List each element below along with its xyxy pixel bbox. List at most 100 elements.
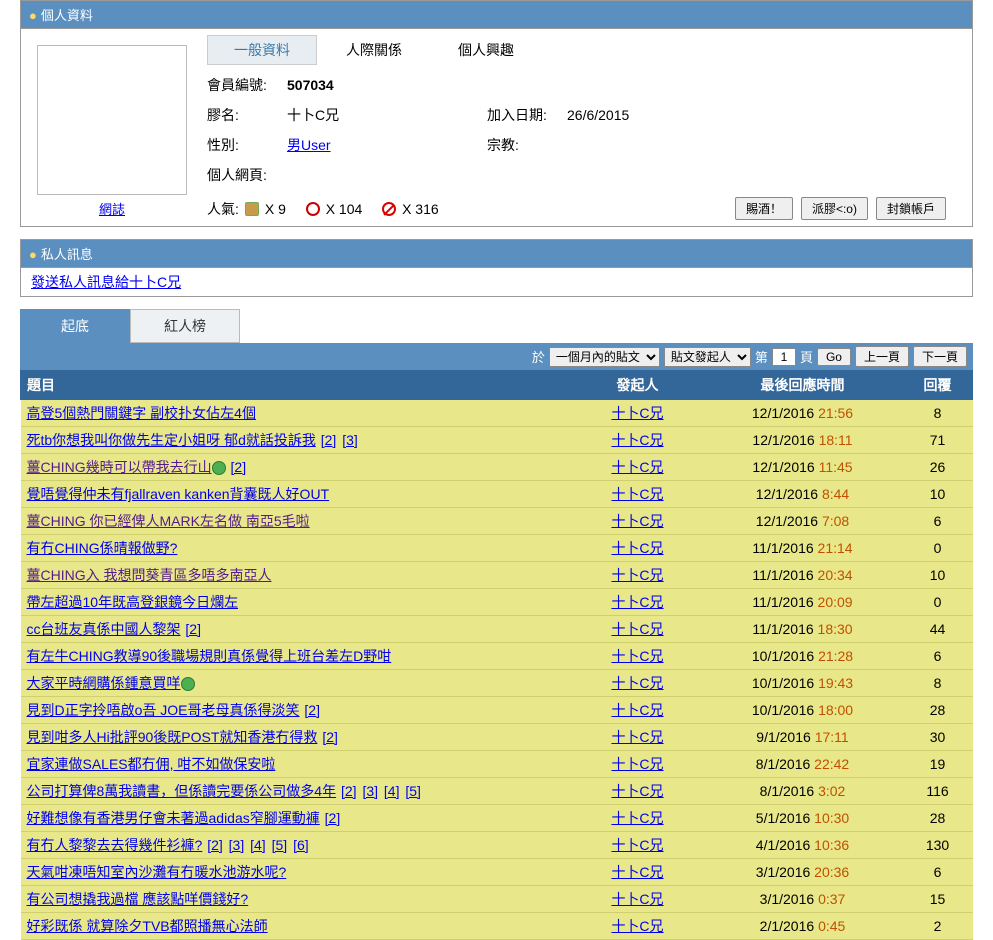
post-user-link[interactable]: 十卜C兄 <box>611 459 663 475</box>
next-button[interactable]: 下一頁 <box>913 346 967 367</box>
thumb-count: X 9 <box>265 201 286 217</box>
post-title-link[interactable]: 有左牛CHING教導90後職場規則真係覺得上班台差左D野咁 <box>27 648 392 664</box>
post-time: 9/1/2016 17:11 <box>703 724 903 751</box>
joindate: 26/6/2015 <box>567 107 767 123</box>
post-replies: 6 <box>903 643 973 670</box>
page-link[interactable]: [2] <box>231 459 247 475</box>
post-user-link[interactable]: 十卜C兄 <box>611 405 663 421</box>
post-replies: 8 <box>903 400 973 427</box>
page-link[interactable]: [3] <box>342 432 358 448</box>
table-row: 有左牛CHING教導90後職場規則真係覺得上班台差左D野咁十卜C兄10/1/20… <box>21 643 973 670</box>
blog-link[interactable]: 網誌 <box>99 202 125 217</box>
table-row: 死tb你想我叫你做先生定小姐呀 郁d就話投訴我 [2] [3]十卜C兄12/1/… <box>21 427 973 454</box>
tab-dig[interactable]: 起底 <box>20 309 130 343</box>
post-user-link[interactable]: 十卜C兄 <box>611 432 663 448</box>
post-user-link[interactable]: 十卜C兄 <box>611 675 663 691</box>
post-user-link[interactable]: 十卜C兄 <box>611 729 663 745</box>
block-button[interactable]: 封鎖帳戶 <box>876 197 946 220</box>
post-title-link[interactable]: cc台班友真係中國人黎架 <box>27 621 181 637</box>
tab-hotlist[interactable]: 紅人榜 <box>130 309 240 343</box>
post-title-link[interactable]: 帶左超過10年既高登銀鏡今日爛左 <box>27 594 239 610</box>
page-link[interactable]: [3] <box>362 783 378 799</box>
post-user-link[interactable]: 十卜C兄 <box>611 918 663 934</box>
gender-link[interactable]: 男User <box>287 137 331 153</box>
glue-button[interactable]: 派膠<:o) <box>801 197 868 220</box>
post-replies: 44 <box>903 616 973 643</box>
post-title-link[interactable]: 好彩既係 就算除夕TVB都照播無心法師 <box>27 918 268 934</box>
post-user-link[interactable]: 十卜C兄 <box>611 702 663 718</box>
post-user-link[interactable]: 十卜C兄 <box>611 648 663 664</box>
post-user-link[interactable]: 十卜C兄 <box>611 891 663 907</box>
post-title-link[interactable]: 公司打算俾8萬我讀書，但係讀完要係公司做多4年 <box>27 783 337 799</box>
post-time: 11/1/2016 18:30 <box>703 616 903 643</box>
page-link[interactable]: [2] <box>207 837 223 853</box>
gift-button[interactable]: 賜酒！ <box>735 197 793 220</box>
post-title-link[interactable]: 有冇CHING係晴報做野? <box>27 540 178 556</box>
post-replies: 8 <box>903 670 973 697</box>
page-link[interactable]: [5] <box>272 837 288 853</box>
page-link[interactable]: [2] <box>322 729 338 745</box>
post-user-link[interactable]: 十卜C兄 <box>611 621 663 637</box>
profile-header: ●個人資料 <box>20 0 973 28</box>
page-link[interactable]: [2] <box>341 783 357 799</box>
page-input[interactable] <box>772 348 796 366</box>
page-link[interactable]: [6] <box>293 837 309 853</box>
period-select[interactable]: 一個月內的貼文 <box>549 347 660 367</box>
post-time: 3/1/2016 20:36 <box>703 859 903 886</box>
table-row: 帶左超過10年既高登銀鏡今日爛左十卜C兄11/1/2016 20:090 <box>21 589 973 616</box>
post-user-link[interactable]: 十卜C兄 <box>611 783 663 799</box>
post-title-link[interactable]: 薑CHING幾時可以帶我去行山 <box>27 459 212 475</box>
post-user-link[interactable]: 十卜C兄 <box>611 756 663 772</box>
post-user-link[interactable]: 十卜C兄 <box>611 837 663 853</box>
post-title-link[interactable]: 好難想像有香港男仔會未著過adidas窄腳運動褲 <box>27 810 320 826</box>
post-title-link[interactable]: 薑CHING 你已經俾人MARK左名做 南亞5毛啦 <box>27 513 310 529</box>
page-link[interactable]: [2] <box>321 432 337 448</box>
post-title-link[interactable]: 天氣咁凍唔知室內沙灘有冇暖水池游水呢? <box>27 864 287 880</box>
post-user-link[interactable]: 十卜C兄 <box>611 540 663 556</box>
post-replies: 71 <box>903 427 973 454</box>
tab-interests[interactable]: 個人興趣 <box>431 35 541 65</box>
post-user-link[interactable]: 十卜C兄 <box>611 864 663 880</box>
tab-relations[interactable]: 人際關係 <box>319 35 429 65</box>
post-title-link[interactable]: 見到D正字拎唔啟o吾 JOE哥老母真係得淡笑 <box>27 702 300 718</box>
controls-yu: 於 <box>532 347 545 366</box>
prev-button[interactable]: 上一頁 <box>855 346 909 367</box>
post-user-link[interactable]: 十卜C兄 <box>611 567 663 583</box>
page-link[interactable]: [2] <box>304 702 320 718</box>
table-row: cc台班友真係中國人黎架 [2] 十卜C兄 11/1/2016 18:3044 <box>21 616 973 643</box>
post-user-link[interactable]: 十卜C兄 <box>611 486 663 502</box>
go-button[interactable]: Go <box>817 348 851 366</box>
page-link[interactable]: [3] <box>229 837 245 853</box>
smiley-icon <box>306 202 320 216</box>
post-time: 12/1/2016 8:44 <box>703 481 903 508</box>
post-time: 12/1/2016 7:08 <box>703 508 903 535</box>
post-title-link[interactable]: 宜家連做SALES都冇佣, 咁不如做保安啦 <box>27 756 276 772</box>
pm-panel: 發送私人訊息給十卜C兄 <box>20 267 973 297</box>
post-user-link[interactable]: 十卜C兄 <box>611 810 663 826</box>
post-title-link[interactable]: 有公司想撬我過檔 應該點咩價錢好? <box>27 891 249 907</box>
post-time: 11/1/2016 21:14 <box>703 535 903 562</box>
page-link[interactable]: [4] <box>250 837 266 853</box>
page-links: [2] <box>300 702 321 718</box>
send-pm-link[interactable]: 發送私人訊息給十卜C兄 <box>27 270 185 294</box>
page-link[interactable]: [4] <box>384 783 400 799</box>
role-select[interactable]: 貼文發起人 <box>664 347 751 367</box>
page-link[interactable]: [2] <box>185 621 201 637</box>
post-time: 11/1/2016 20:09 <box>703 589 903 616</box>
post-title-link[interactable]: 死tb你想我叫你做先生定小姐呀 郁d就話投訴我 <box>27 432 316 448</box>
post-title-link[interactable]: 薑CHING入 我想問葵青區多唔多南亞人 <box>27 567 272 583</box>
post-user-link[interactable]: 十卜C兄 <box>611 594 663 610</box>
post-title-link[interactable]: 覺唔覺得仲未有fjallraven kanken背囊既人好OUT <box>27 486 330 502</box>
page-link[interactable]: [2] <box>325 810 341 826</box>
post-time: 5/1/2016 10:30 <box>703 805 903 832</box>
post-title-link[interactable]: 高登5個熱門關鍵字 副校扑女佔左4個 <box>27 405 256 421</box>
member-id: 507034 <box>287 77 334 93</box>
post-title-link[interactable]: 大家平時網購係鍾意買咩 <box>27 675 181 691</box>
post-user-link[interactable]: 十卜C兄 <box>611 513 663 529</box>
post-title-link[interactable]: 見到咁多人Hi批評90後既POST就知香港冇得救 <box>27 729 318 745</box>
table-row: 好彩既係 就算除夕TVB都照播無心法師十卜C兄2/1/2016 0:452 <box>21 913 973 940</box>
tab-general[interactable]: 一般資料 <box>207 35 317 65</box>
gender-label: 性別: <box>207 135 287 155</box>
page-link[interactable]: [5] <box>405 783 421 799</box>
post-title-link[interactable]: 有冇人黎黎去去得幾件衫褲? <box>27 837 203 853</box>
